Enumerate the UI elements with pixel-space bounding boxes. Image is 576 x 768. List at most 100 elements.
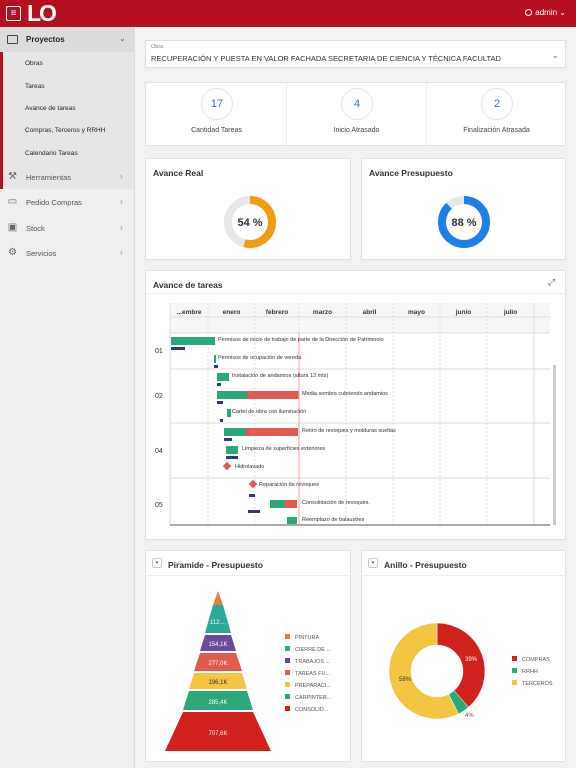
gantt-milestone[interactable] bbox=[222, 461, 232, 471]
gantt-bar-progress[interactable] bbox=[214, 355, 216, 363]
gantt-task-label: Permisos de ocupación de vereda bbox=[218, 355, 302, 361]
card-title: Piramide - Presupuesto bbox=[168, 560, 263, 570]
pyramid-level-consolidacion bbox=[165, 712, 271, 751]
ring-slice[interactable] bbox=[436, 622, 486, 708]
gantt-bar-progress[interactable] bbox=[227, 409, 231, 417]
box-icon: ▣ bbox=[7, 222, 18, 233]
legend-item[interactable]: TERCEROS bbox=[512, 680, 553, 687]
gantt-bar-progress[interactable] bbox=[217, 391, 247, 399]
card-title: Avance Presupuesto bbox=[369, 168, 453, 178]
avance-presupuesto-card: Avance Presupuesto 88 % bbox=[361, 158, 566, 260]
donut-progress bbox=[224, 196, 276, 248]
ring-slice[interactable] bbox=[388, 622, 459, 720]
gantt-bar-progress[interactable] bbox=[217, 373, 229, 381]
pyramid-level-carpinteria bbox=[183, 691, 253, 710]
sidebar-item-label: Stock bbox=[26, 224, 45, 233]
user-icon bbox=[525, 9, 533, 16]
gantt-baseline bbox=[224, 438, 232, 441]
legend-item[interactable]: PINTURA bbox=[285, 634, 319, 641]
gantt-bar-remaining[interactable] bbox=[285, 500, 297, 508]
gantt-bar-progress[interactable] bbox=[287, 517, 297, 525]
legend-label: TRABAJOS ... bbox=[295, 659, 331, 665]
gantt-bar-progress[interactable] bbox=[226, 446, 238, 454]
stat-value: 2 bbox=[481, 88, 513, 120]
legend-swatch bbox=[512, 656, 517, 661]
stat-cantidad-tareas: 17 Cantidad Tareas bbox=[146, 83, 287, 145]
folder-icon bbox=[7, 35, 18, 44]
gantt-task-label: Instalación de andamios (altura 13 mts) bbox=[232, 373, 329, 379]
legend-label: PINTURA bbox=[295, 635, 320, 641]
legend-swatch bbox=[512, 668, 517, 673]
anillo-card: ▾ Anillo - Presupuesto 39% 58% 4% COMPRA… bbox=[361, 550, 567, 762]
sidebar-item-herramientas[interactable]: ⚒ Herramientas › bbox=[0, 165, 134, 189]
legend-item[interactable]: TRABAJOS ... bbox=[285, 658, 330, 665]
gantt-baseline bbox=[214, 365, 218, 368]
legend-item[interactable]: RRHH bbox=[512, 668, 538, 675]
gantt-task-label: Consolidación de revoques. bbox=[302, 500, 370, 506]
pyramid-value: 196,1K bbox=[208, 680, 227, 686]
legend-item[interactable]: TAREAS FU... bbox=[285, 670, 330, 677]
divider bbox=[146, 575, 352, 576]
legend-item[interactable]: COMPRAS bbox=[512, 656, 550, 663]
sidebar-subitem-calendario[interactable]: Calendario Tareas bbox=[25, 150, 78, 157]
sidebar-subitem-compras[interactable]: Compras, Terceros y RRHH bbox=[25, 127, 106, 134]
sidebar-item-label: Herramientas bbox=[26, 173, 72, 182]
gantt-bar-progress[interactable] bbox=[224, 428, 246, 436]
gantt-month: abril bbox=[362, 309, 377, 316]
dropdown-icon[interactable]: ▾ bbox=[368, 558, 378, 568]
legend-swatch bbox=[285, 706, 290, 711]
gantt-scrollbar[interactable] bbox=[553, 365, 556, 525]
sidebar-item-proyectos[interactable]: Proyectos ⌄ bbox=[0, 27, 134, 52]
chevron-down-icon: ⌄ bbox=[551, 50, 559, 60]
hamburger-icon[interactable]: ≡ bbox=[6, 6, 21, 21]
dropdown-icon[interactable]: ▾ bbox=[152, 558, 162, 568]
obra-select[interactable]: Obra RECUPERACIÓN Y PUESTA EN VALOR FACH… bbox=[145, 40, 566, 68]
legend-item[interactable]: CONSOLID... bbox=[285, 706, 328, 713]
gantt-milestone[interactable] bbox=[248, 479, 258, 489]
gantt-bar-remaining[interactable] bbox=[246, 428, 298, 436]
expand-icon[interactable]: ⤢ bbox=[548, 277, 556, 287]
legend-item[interactable]: CARPINTER... bbox=[285, 694, 331, 701]
pyramid-chart: 112.... 154,1K 277,0K 196,1K 285,4K 707,… bbox=[165, 591, 271, 751]
obra-label: Obra bbox=[151, 44, 164, 50]
user-menu[interactable]: admin ⌄ bbox=[525, 8, 566, 17]
sidebar-submenu: Obras Tareas Avance de tareas Compras, T… bbox=[0, 52, 134, 189]
gantt-task-label: Reparación de revoques bbox=[259, 482, 319, 488]
legend-label: RRHH bbox=[522, 669, 538, 675]
stat-label: Finalización Atrasada bbox=[463, 127, 530, 134]
ring-chart: 39% 58% bbox=[388, 622, 486, 720]
divider bbox=[426, 83, 427, 145]
gantt-month: junio bbox=[455, 309, 472, 316]
avance-real-donut: 54 % bbox=[224, 196, 276, 248]
app-logo[interactable]: LO bbox=[27, 0, 57, 26]
legend-label: PREPARACI... bbox=[295, 683, 331, 689]
sidebar-item-label: Servicios bbox=[26, 249, 57, 258]
sidebar-item-label: Proyectos bbox=[26, 35, 65, 44]
gantt-bar-progress[interactable] bbox=[171, 337, 215, 345]
ring-label: 4% bbox=[465, 713, 474, 719]
stat-label: Inicio Atrasado bbox=[333, 127, 380, 134]
sidebar-subitem-tareas[interactable]: Tareas bbox=[25, 83, 45, 90]
legend-item[interactable]: CIERRE DE ... bbox=[285, 646, 331, 653]
sidebar-item-servicios[interactable]: ⚙ Servicios › bbox=[0, 241, 134, 265]
gantt-task-label: Cartel de obra con iluminación bbox=[232, 409, 307, 415]
sidebar-item-pedido-compras[interactable]: ▭ Pedido Compras › bbox=[0, 190, 134, 214]
gantt-bar-progress[interactable] bbox=[270, 500, 285, 508]
gantt-bar-remaining[interactable] bbox=[247, 391, 299, 399]
sidebar-subitem-obras[interactable]: Obras bbox=[25, 60, 43, 67]
gantt-month: mayo bbox=[408, 309, 425, 316]
legend-label: CONSOLID... bbox=[295, 707, 329, 713]
ring-label: 58% bbox=[399, 677, 412, 683]
chevron-down-icon: ⌄ bbox=[119, 34, 126, 43]
legend-swatch bbox=[285, 634, 290, 639]
gantt-group: 04 bbox=[155, 448, 163, 455]
gantt-task-label: Reemplazo de balaustres bbox=[302, 517, 365, 523]
legend-label: COMPRAS bbox=[522, 657, 550, 663]
gantt-baseline bbox=[217, 401, 223, 404]
sidebar-subitem-avance[interactable]: Avance de tareas bbox=[25, 105, 76, 112]
piramide-card: ▾ Piramide - Presupuesto 112.... 154,1K … bbox=[145, 550, 352, 762]
gantt-task-label: Retiro de revoques y molduras sueltas bbox=[302, 428, 396, 434]
legend-item[interactable]: PREPARACI... bbox=[285, 682, 331, 689]
avance-tareas-card: Avance de tareas ⤢ ...embre enero febrer… bbox=[145, 270, 567, 540]
sidebar-item-stock[interactable]: ▣ Stock › bbox=[0, 216, 134, 240]
